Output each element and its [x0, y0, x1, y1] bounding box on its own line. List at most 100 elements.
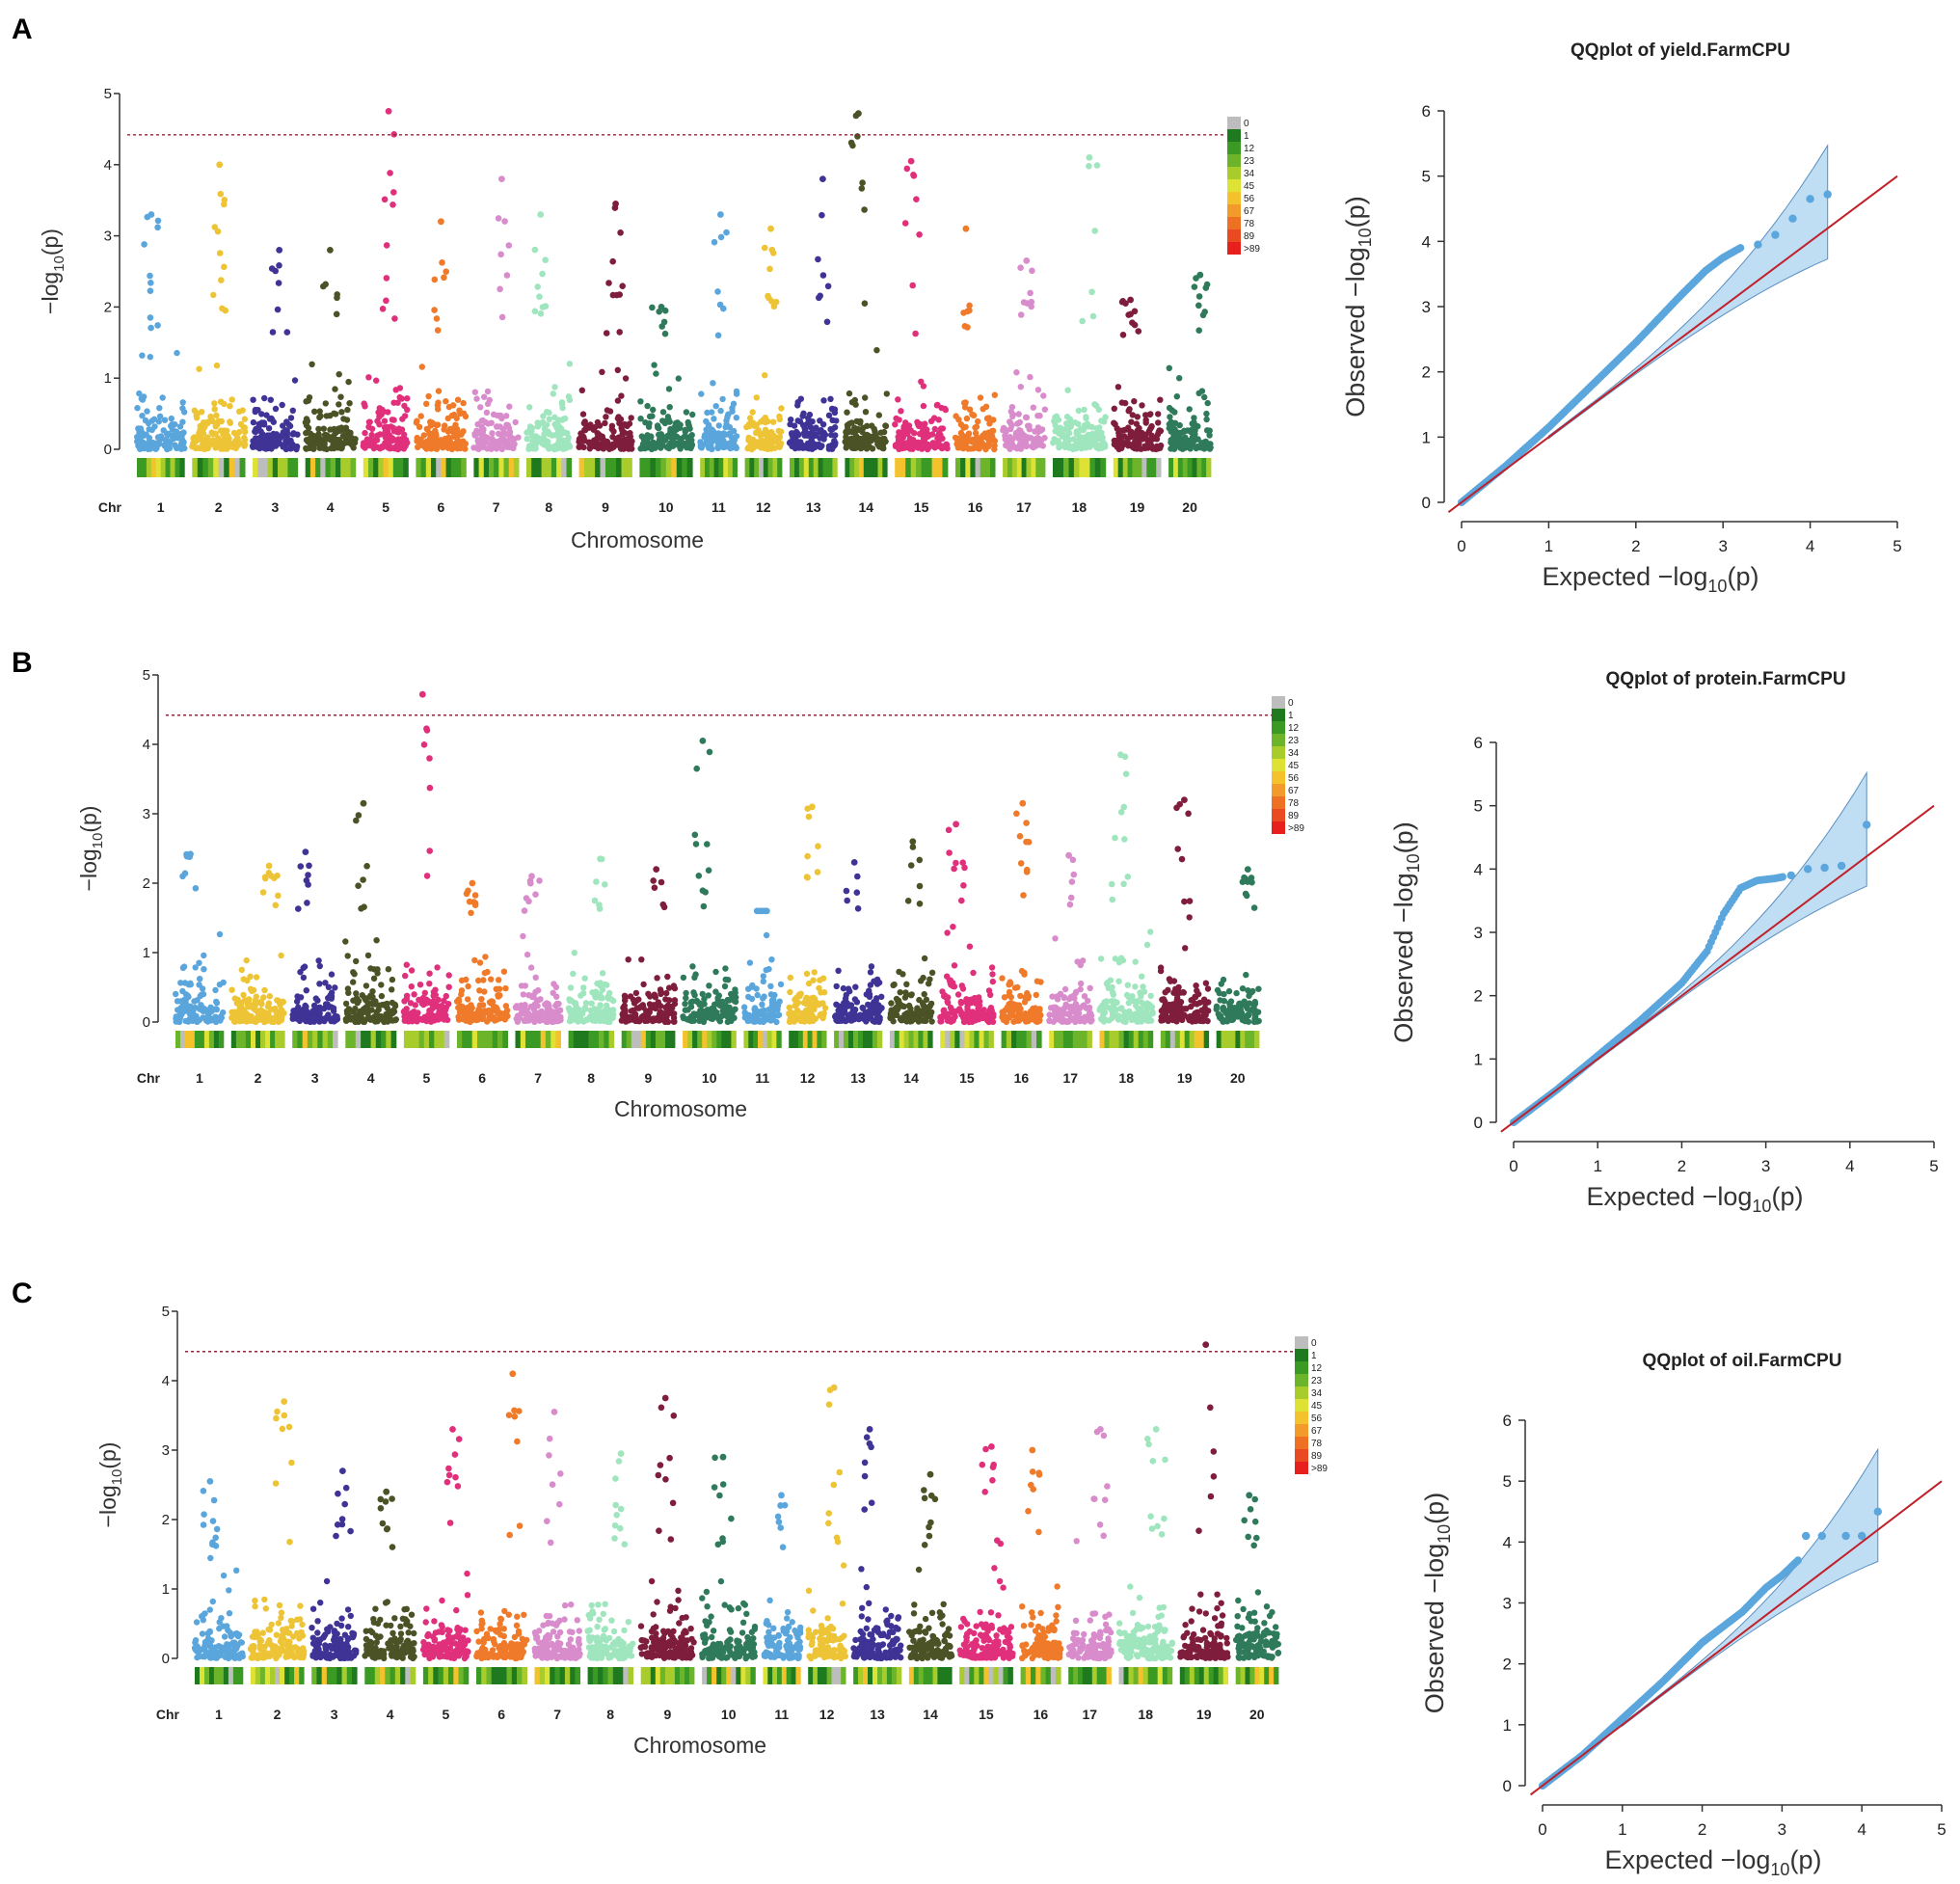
snp-point: [599, 435, 606, 442]
snp-point: [743, 423, 750, 431]
snp-point: [387, 170, 393, 176]
snp-point: [921, 955, 928, 962]
qq-expected-line: [1447, 175, 1898, 513]
snp-point: [376, 421, 383, 428]
density-bin: [202, 458, 209, 477]
snp-point: [809, 418, 816, 425]
density-strip-chr-8: [526, 458, 573, 477]
snp-point: [862, 394, 869, 401]
top-snp-point: [265, 862, 273, 870]
snp-point: [915, 439, 922, 445]
snp-point: [903, 981, 910, 987]
snp-point: [408, 967, 416, 974]
snp-point: [429, 437, 437, 444]
snp-point: [833, 982, 840, 990]
snp-point: [945, 999, 952, 1007]
snp-point: [420, 1001, 427, 1009]
density-strip-chr-13: [834, 1031, 883, 1048]
snp-point: [861, 300, 869, 308]
density-bin: [789, 1031, 794, 1048]
snp-point: [430, 420, 438, 428]
density-bin: [420, 458, 427, 477]
density-bin: [731, 1031, 737, 1048]
legend-swatch: [1227, 204, 1241, 217]
snp-point: [498, 415, 505, 422]
snp-point: [526, 427, 533, 434]
density-bin: [1063, 458, 1069, 477]
density-bin: [525, 1031, 531, 1048]
snp-point: [1007, 408, 1015, 415]
snp-point: [800, 410, 807, 417]
density-bin: [705, 458, 711, 477]
snp-point: [359, 992, 365, 999]
snp-point: [627, 444, 633, 451]
snp-point: [895, 396, 901, 403]
snp-point: [921, 437, 927, 444]
snp-point: [1092, 435, 1100, 443]
snp-point: [926, 1012, 934, 1019]
density-bin: [1016, 458, 1023, 477]
density-bin: [940, 1031, 946, 1048]
snp-point: [856, 426, 863, 433]
snp-point: [964, 308, 971, 315]
density-bin: [375, 1031, 382, 1048]
snp-point: [815, 843, 821, 849]
snp-point: [802, 1007, 810, 1014]
snp-point: [423, 1017, 430, 1025]
snp-point: [227, 419, 234, 426]
snp-point: [378, 992, 386, 1000]
snp-point: [345, 433, 352, 440]
density-strip-chr-16: [955, 458, 996, 477]
snp-point: [918, 378, 925, 385]
snp-point: [371, 437, 379, 444]
density-bin: [340, 458, 346, 477]
snp-point: [805, 415, 812, 421]
density-bin: [713, 458, 719, 477]
density-bin: [593, 1031, 600, 1048]
snp-point: [211, 406, 218, 413]
snp-point: [677, 445, 684, 452]
snp-point: [279, 433, 285, 440]
density-bin: [872, 1031, 878, 1048]
snp-point: [632, 989, 640, 997]
snp-point: [1065, 437, 1073, 444]
snp-point: [809, 444, 816, 450]
snp-point: [1088, 423, 1095, 430]
chromosome-tick-label: 6: [438, 499, 445, 515]
snp-point: [579, 411, 587, 417]
snp-point: [463, 976, 470, 983]
snp-point: [389, 435, 396, 442]
snp-point: [433, 432, 440, 440]
snp-point: [567, 984, 575, 991]
snp-point: [220, 979, 227, 986]
chromosome-tick-label: 18: [1072, 499, 1087, 515]
snp-point: [550, 989, 556, 997]
snp-point: [477, 440, 484, 446]
y-axis-label-main: −log: [76, 848, 101, 891]
snp-point: [710, 380, 716, 387]
density-strip-chr-20: [1168, 458, 1212, 477]
snp-point: [338, 444, 345, 451]
density-bin: [899, 458, 906, 477]
snp-point: [463, 890, 470, 898]
snp-point: [263, 437, 270, 444]
snp-point: [1022, 414, 1030, 420]
snp-point: [927, 417, 935, 424]
density-bin: [208, 1031, 215, 1048]
snp-point: [866, 991, 873, 998]
snp-point: [654, 975, 660, 982]
snp-point: [174, 349, 180, 357]
snp-point: [711, 1009, 717, 1017]
snp-point: [540, 413, 547, 419]
density-bin: [583, 1031, 589, 1048]
snp-point: [707, 443, 713, 449]
density-bin: [700, 458, 706, 477]
snp-point: [580, 984, 587, 991]
snp-point: [852, 983, 859, 990]
snp-point: [959, 985, 967, 992]
snp-point: [1055, 438, 1061, 444]
snp-point: [148, 280, 154, 286]
snp-point: [373, 1016, 380, 1023]
